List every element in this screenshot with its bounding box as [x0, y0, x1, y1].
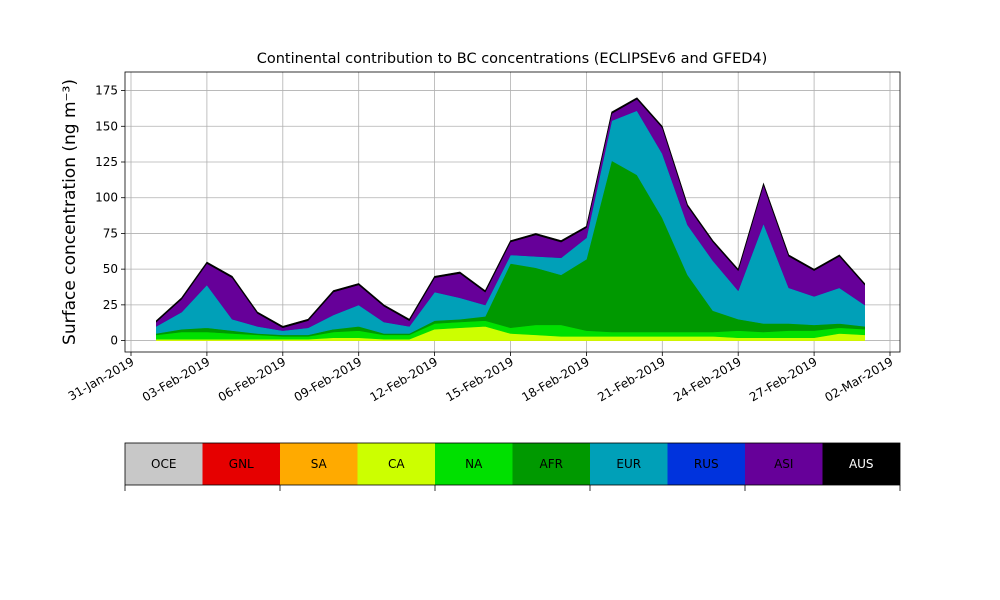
x-tick-label: 12-Feb-2019 [368, 354, 441, 404]
x-tick-label: 03-Feb-2019 [140, 354, 213, 404]
area [156, 97, 865, 329]
colorbar-frame [124, 442, 901, 486]
legend-label: AFR [540, 457, 563, 471]
legend-label: NA [465, 457, 483, 471]
y-axis-label: Surface concentration (ng m⁻³) [60, 79, 80, 345]
chart-title: Continental contribution to BC concentra… [257, 51, 768, 67]
x-tick-label: 18-Feb-2019 [519, 354, 592, 404]
legend-swatch [202, 443, 280, 485]
legend-swatch [822, 443, 900, 485]
legend-swatch [590, 443, 668, 485]
x-tick-label: 02-Mar-2019 [822, 354, 895, 404]
x-tick-label: 31-Jan-2019 [66, 354, 137, 403]
legend-swatch [435, 443, 513, 485]
y-tick-label: 0 [110, 334, 118, 348]
legend-label: OCE [151, 457, 176, 471]
legend-swatch [125, 443, 203, 485]
legend-swatch [667, 443, 745, 485]
legend-label: SA [311, 457, 328, 471]
y-tick-label: 50 [103, 262, 118, 276]
colorbar-ticks [124, 485, 901, 491]
y-tick-label: 75 [103, 226, 118, 240]
y-tick-label: 100 [95, 191, 118, 205]
legend-label: AUS [849, 457, 874, 471]
x-tick-label: 06-Feb-2019 [216, 354, 289, 404]
x-tick-label: 24-Feb-2019 [671, 354, 744, 404]
y-tick-label: 150 [95, 119, 118, 133]
y-tick-label: 125 [95, 155, 118, 169]
x-tick-label: 09-Feb-2019 [292, 354, 365, 404]
legend-label: GNL [229, 457, 254, 471]
legend-label: ASI [774, 457, 793, 471]
x-tick-label: 15-Feb-2019 [443, 354, 516, 404]
legend-swatch [357, 443, 435, 485]
legend-label: EUR [616, 457, 641, 471]
x-tick-label: 27-Feb-2019 [747, 354, 820, 404]
legend-swatch [745, 443, 823, 485]
plot-frame [124, 71, 901, 353]
y-tick-label: 175 [95, 84, 118, 98]
x-tick-label: 21-Feb-2019 [595, 354, 668, 404]
legend-swatch [512, 443, 590, 485]
legend-label: CA [388, 457, 405, 471]
legend-label: RUS [694, 457, 719, 471]
legend-swatch [280, 443, 358, 485]
y-tick-label: 25 [103, 298, 118, 312]
